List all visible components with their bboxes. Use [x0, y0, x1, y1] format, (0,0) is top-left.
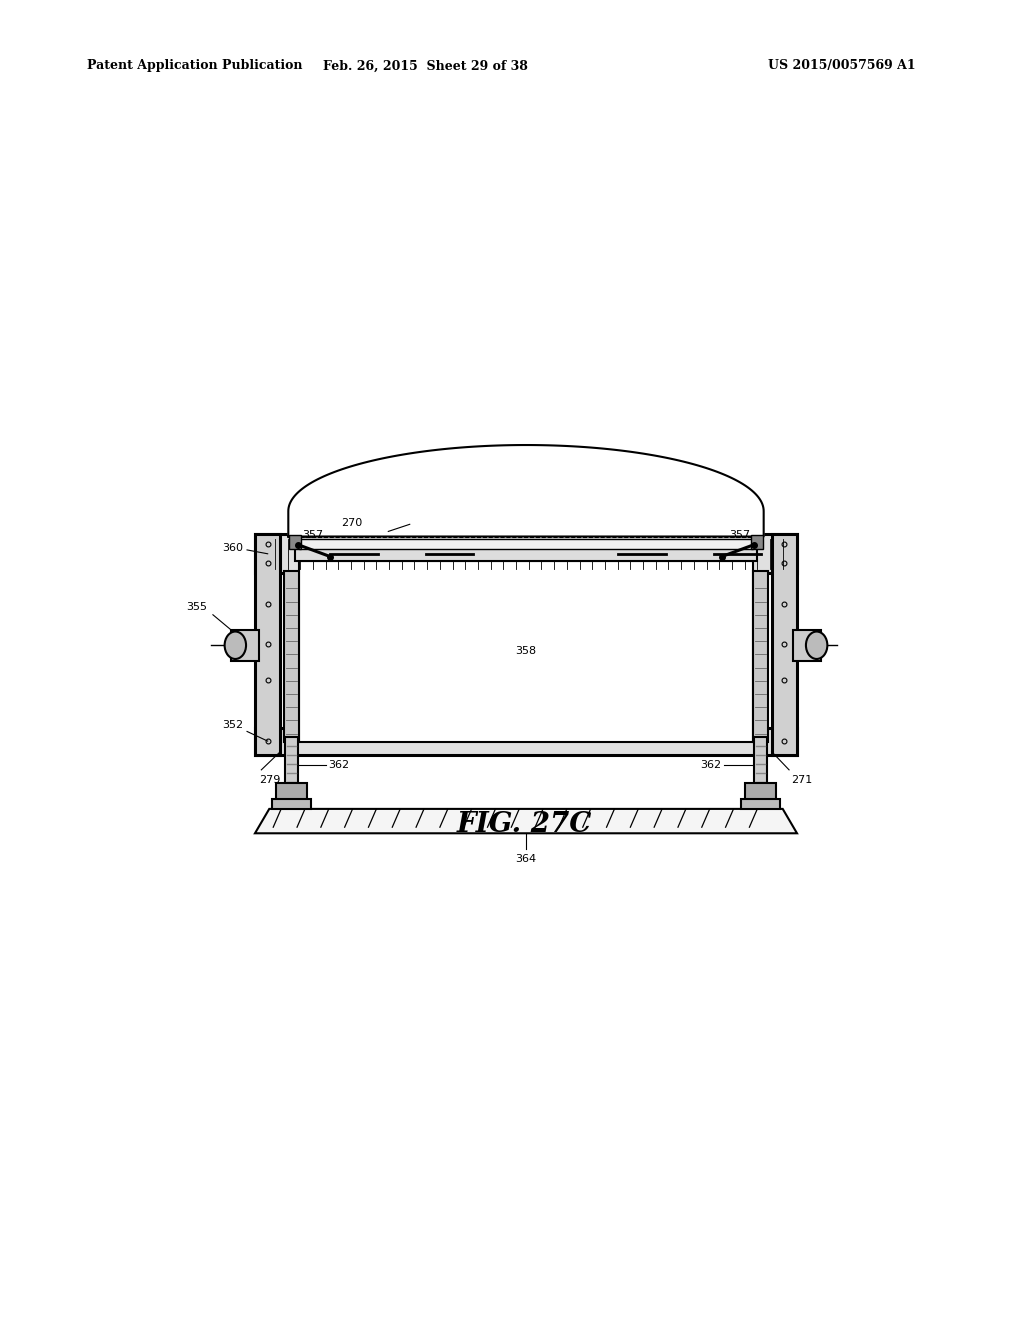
- Bar: [289, 536, 300, 549]
- Bar: [299, 539, 754, 549]
- Bar: [255, 535, 797, 573]
- Bar: [754, 737, 767, 788]
- Text: FIG. 27C: FIG. 27C: [457, 810, 593, 838]
- Text: 271: 271: [791, 775, 812, 785]
- Text: 352: 352: [222, 719, 243, 730]
- Bar: [285, 572, 299, 742]
- Circle shape: [806, 631, 827, 659]
- Text: 355: 355: [186, 602, 207, 611]
- Polygon shape: [255, 809, 797, 833]
- Bar: [231, 630, 259, 660]
- Bar: [740, 799, 780, 809]
- Bar: [255, 727, 797, 755]
- Text: 358: 358: [515, 647, 537, 656]
- Text: Patent Application Publication: Patent Application Publication: [87, 59, 302, 73]
- Circle shape: [224, 631, 246, 659]
- Bar: [744, 784, 776, 801]
- Bar: [275, 784, 307, 801]
- Text: 362: 362: [328, 760, 349, 770]
- Text: Feb. 26, 2015  Sheet 29 of 38: Feb. 26, 2015 Sheet 29 of 38: [323, 59, 527, 73]
- Text: 360: 360: [222, 543, 243, 553]
- Text: 357: 357: [302, 529, 324, 540]
- Polygon shape: [289, 445, 764, 536]
- Bar: [285, 737, 298, 788]
- Bar: [271, 799, 311, 809]
- Text: 357: 357: [729, 529, 750, 540]
- Text: 364: 364: [515, 854, 537, 863]
- Bar: [772, 535, 797, 755]
- Bar: [752, 536, 763, 549]
- Text: 270: 270: [341, 519, 362, 528]
- Bar: [295, 546, 758, 561]
- Bar: [255, 535, 281, 755]
- Bar: [793, 630, 821, 660]
- Text: 279: 279: [259, 775, 281, 785]
- Text: US 2015/0057569 A1: US 2015/0057569 A1: [768, 59, 915, 73]
- Bar: [299, 561, 754, 742]
- Bar: [754, 572, 768, 742]
- Text: 362: 362: [699, 760, 721, 770]
